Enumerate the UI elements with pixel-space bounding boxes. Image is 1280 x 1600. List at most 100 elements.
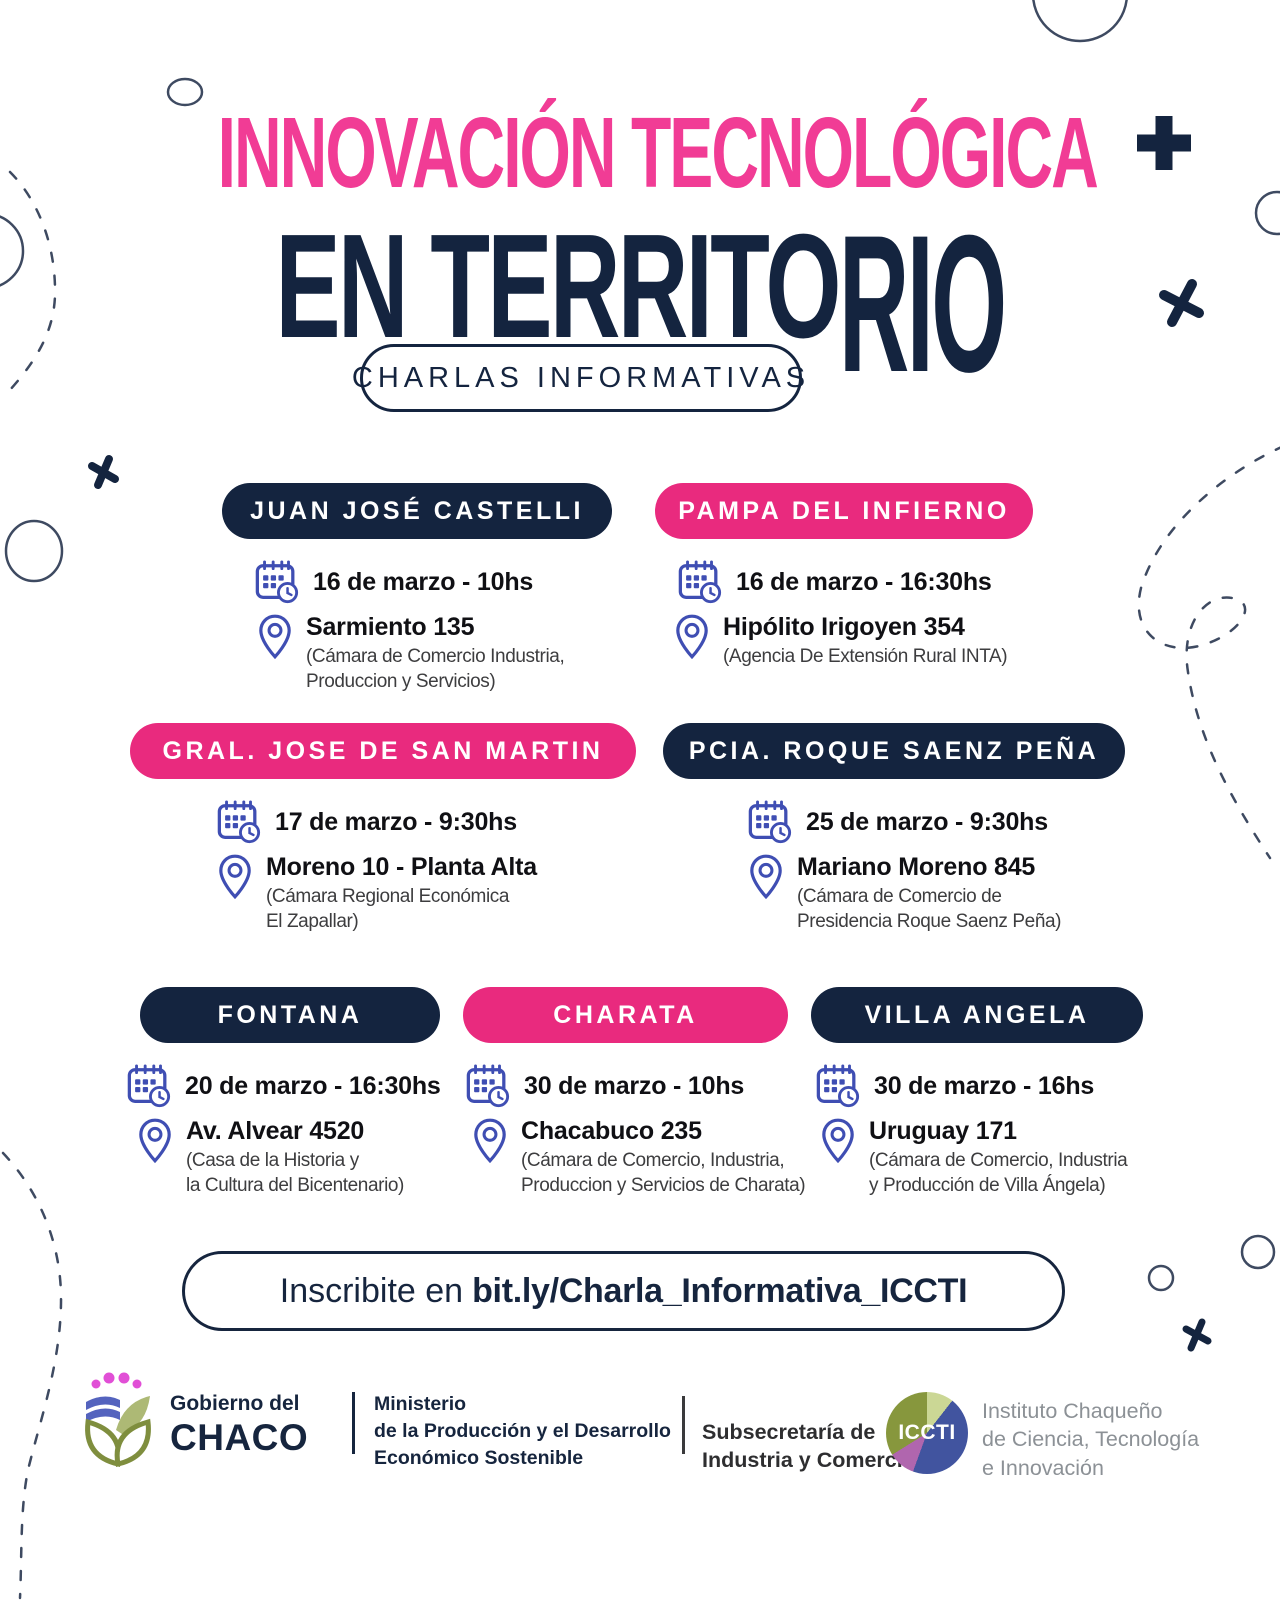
event-address: Av. Alvear 4520 (186, 1117, 365, 1145)
cta-link[interactable]: bit.ly/Charla_Informativa_ICCTI (472, 1271, 968, 1310)
decor-dashed-arc (8, 170, 57, 392)
event-date: 16 de marzo - 16:30hs (677, 559, 1033, 605)
event-card-juan-jose-castelli: JUAN JOSÉ CASTELLI 16 de marzo - 10hs Sa… (222, 483, 612, 694)
event-date: 20 de marzo - 16:30hs (126, 1063, 458, 1109)
decor-circle (1254, 190, 1280, 236)
calendar-clock-icon (747, 799, 793, 845)
event-location: Mariano Moreno 845 (Cámara de Comercio d… (749, 853, 1125, 934)
event-card-charata: CHARATA 30 de marzo - 10hs Chacabuco 235… (463, 987, 806, 1198)
event-venue: (Casa de la Historia y (186, 1150, 359, 1171)
event-venue: (Cámara de Comercio Industria, (306, 646, 565, 667)
iccti-acronym: ICCTI (898, 1421, 956, 1444)
decor-circle (1240, 1234, 1276, 1270)
title-line2-tail: RIO (838, 195, 1007, 414)
event-date: 30 de marzo - 10hs (465, 1063, 793, 1109)
location-pin-icon (821, 1117, 855, 1164)
ministry-label: Ministerio de la Producción y el Desarro… (374, 1391, 671, 1472)
ministry-line: Ministerio (374, 1393, 467, 1415)
event-venue: y Producción de Villa Ángela) (869, 1174, 1106, 1196)
calendar-clock-icon (677, 559, 723, 605)
event-date: 30 de marzo - 16hs (815, 1063, 1146, 1109)
title-line2-main: EN TERRITO (275, 204, 841, 369)
gov-small-label: Gobierno del (170, 1392, 300, 1415)
event-date: 17 de marzo - 9:30hs (216, 799, 636, 845)
cta-prefix: Inscribite en (279, 1271, 464, 1310)
event-location: Uruguay 171 (Cámara de Comercio, Industr… (821, 1117, 1146, 1198)
city-pill: PCIA. ROQUE SAENZ PEÑA (663, 723, 1125, 779)
subtitle-badge: CHARLAS INFORMATIVAS (352, 344, 805, 412)
event-card-fontana: FONTANA 20 de marzo - 16:30hs Av. Alvear… (118, 987, 458, 1198)
decor-circle (1032, 0, 1128, 43)
iccti-line: de Ciencia, Tecnología (982, 1427, 1200, 1452)
city-pill: FONTANA (140, 987, 440, 1043)
chaco-logo (85, 1372, 151, 1468)
event-address: Moreno 10 - Planta Alta (266, 853, 537, 881)
location-pin-icon (749, 853, 783, 900)
city-pill: PAMPA DEL INFIERNO (655, 483, 1033, 539)
title-line2: EN TERRITORIO (218, 207, 1063, 402)
decor-circle (0, 215, 25, 287)
calendar-clock-icon (254, 559, 300, 605)
decor-x-icon (88, 455, 119, 489)
location-pin-icon (138, 1117, 172, 1164)
event-venue: (Agencia De Extensión Rural INTA) (723, 646, 1008, 667)
event-address: Mariano Moreno 845 (797, 853, 1036, 881)
signup-cta[interactable]: Inscribite en bit.ly/Charla_Informativa_… (182, 1251, 1065, 1331)
subsec-line: Subsecretaría de (702, 1420, 876, 1444)
event-datetime: 16 de marzo - 16:30hs (736, 567, 992, 596)
ministry-line: Económico Sostenible (374, 1446, 584, 1469)
event-address: Chacabuco 235 (521, 1117, 702, 1145)
event-address: Uruguay 171 (869, 1117, 1017, 1145)
event-venue: (Cámara de Comercio, Industria (869, 1150, 1128, 1171)
decor-circle (166, 77, 204, 107)
decor-dashed-curve (1, 1151, 63, 1600)
location-pin-icon (258, 613, 292, 660)
footer-divider (682, 1396, 685, 1454)
event-venue: (Cámara de Comercio de (797, 886, 1002, 907)
event-location: Hipólito Irigoyen 354 (Agencia De Extens… (675, 613, 1033, 670)
footer-divider (352, 1392, 355, 1454)
decor-circle (1147, 1264, 1175, 1292)
calendar-clock-icon (815, 1063, 861, 1109)
event-address: Hipólito Irigoyen 354 (723, 613, 965, 641)
decor-dashed-loop (1137, 446, 1280, 860)
event-datetime: 25 de marzo - 9:30hs (806, 807, 1048, 836)
event-datetime: 16 de marzo - 10hs (313, 567, 534, 596)
decor-circle (4, 519, 64, 583)
event-venue: Produccion y Servicios de Charata) (521, 1174, 806, 1196)
city-pill: GRAL. JOSE DE SAN MARTIN (130, 723, 636, 779)
decor-x-icon (1159, 279, 1204, 327)
event-venue: la Cultura del Bicentenario) (186, 1174, 404, 1196)
event-card-gral-jose-de-san-martin: GRAL. JOSE DE SAN MARTIN 17 de marzo - 9… (130, 723, 636, 934)
calendar-clock-icon (465, 1063, 511, 1109)
iccti-label: Instituto Chaqueño de Ciencia, Tecnologí… (982, 1397, 1199, 1482)
event-location: Av. Alvear 4520 (Casa de la Historia y l… (138, 1117, 458, 1198)
event-venue: Presidencia Roque Saenz Peña) (797, 910, 1062, 932)
event-date: 16 de marzo - 10hs (254, 559, 612, 605)
event-date: 25 de marzo - 9:30hs (747, 799, 1125, 845)
calendar-clock-icon (216, 799, 262, 845)
subsecretaria-label: Subsecretaría de Industria y Comercio (702, 1419, 916, 1475)
city-pill: CHARATA (463, 987, 788, 1043)
calendar-clock-icon (126, 1063, 172, 1109)
event-venue: Produccion y Servicios) (306, 670, 496, 692)
decor-plus-icon (1137, 116, 1191, 170)
event-venue: (Cámara de Comercio, Industria, (521, 1150, 785, 1171)
city-pill: JUAN JOSÉ CASTELLI (222, 483, 612, 539)
city-pill: VILLA ANGELA (811, 987, 1143, 1043)
gov-big-label: CHACO (170, 1417, 309, 1458)
event-card-pampa-del-infierno: PAMPA DEL INFIERNO 16 de marzo - 16:30hs… (655, 483, 1033, 670)
location-pin-icon (675, 613, 709, 660)
event-card-pcia-roque-saenz-pena: PCIA. ROQUE SAENZ PEÑA 25 de marzo - 9:3… (663, 723, 1125, 934)
iccti-line: Instituto Chaqueño (982, 1399, 1163, 1423)
event-venue: (Cámara Regional Económica (266, 886, 510, 907)
iccti-line: e Innovación (982, 1455, 1104, 1480)
subsec-line: Industria y Comercio (702, 1447, 916, 1472)
event-datetime: 30 de marzo - 10hs (524, 1071, 745, 1100)
event-datetime: 20 de marzo - 16:30hs (185, 1071, 441, 1100)
location-pin-icon (473, 1117, 507, 1164)
gov-chaco-wordmark: Gobierno del CHACO (170, 1392, 308, 1459)
event-location: Moreno 10 - Planta Alta (Cámara Regional… (218, 853, 636, 934)
title-line1: INNOVACIÓN TECNOLÓGICA (217, 97, 1099, 209)
